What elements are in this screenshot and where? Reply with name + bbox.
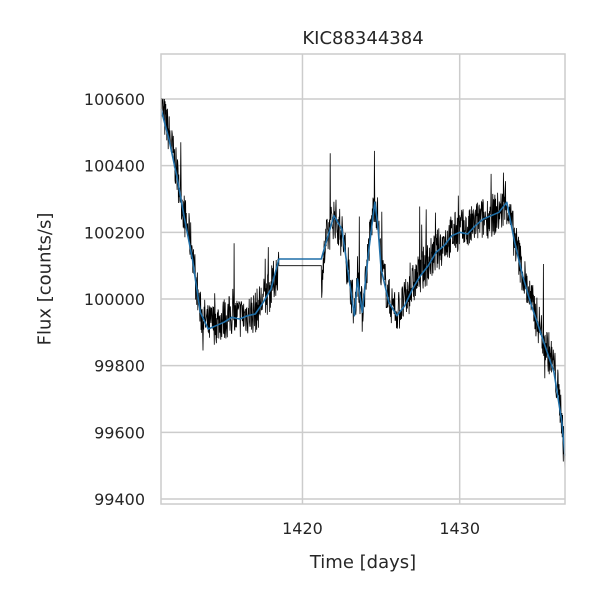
series-layer (160, 97, 566, 473)
y-axis-label: Flux [counts/s] (34, 213, 55, 346)
y-tick-label: 99600 (94, 423, 145, 442)
raw-flux-line (160, 97, 566, 473)
grid-lines (161, 54, 565, 504)
y-tick-label: 100400 (84, 157, 145, 176)
y-tick-label: 100600 (84, 90, 145, 109)
plot-frame (160, 53, 566, 505)
y-tick-label: 100200 (84, 223, 145, 242)
y-tick-label: 100000 (84, 290, 145, 309)
x-tick-label: 1430 (439, 519, 480, 538)
x-tick-label: 1420 (282, 519, 323, 538)
x-tick-labels: 1420 1430 (282, 519, 480, 538)
y-tick-label: 99400 (94, 490, 145, 509)
x-axis-label: Time [days] (309, 552, 416, 573)
chart-title: KIC88344384 (302, 28, 423, 49)
y-tick-labels: 99400 99600 99800 100000 100200 100400 100600 (84, 90, 145, 509)
y-tick-label: 99800 (94, 357, 145, 376)
smoothed-flux-line (160, 108, 566, 456)
